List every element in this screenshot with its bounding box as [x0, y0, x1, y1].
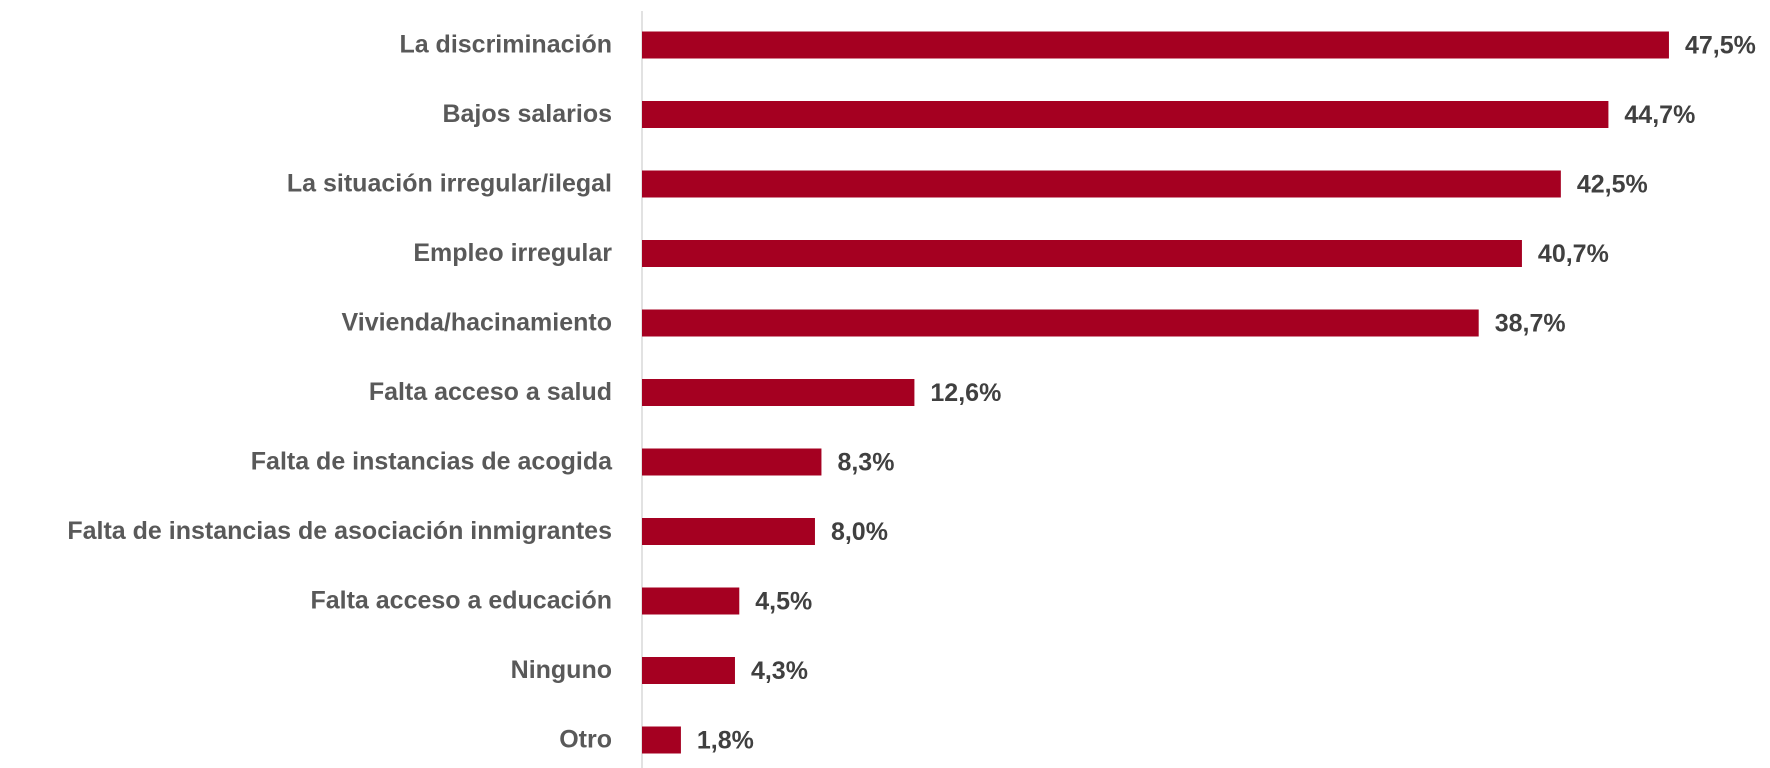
bar	[642, 726, 681, 754]
category-label: Falta acceso a salud	[369, 378, 612, 406]
bar	[642, 657, 735, 684]
category-label: Falta acceso a educación	[310, 587, 612, 615]
data-label: 47,5%	[1685, 32, 1756, 60]
data-label: 4,3%	[751, 657, 808, 685]
category-label: Ninguno	[511, 656, 612, 684]
category-label: Falta de instancias de asociación inmigr…	[67, 517, 612, 545]
data-label: 38,7%	[1495, 310, 1566, 338]
bar	[642, 101, 1609, 128]
bar	[642, 518, 815, 545]
bar	[642, 309, 1479, 337]
category-label: Vivienda/hacinamiento	[342, 309, 612, 337]
category-label: Otro	[559, 726, 612, 754]
category-label: Falta de instancias de acogida	[251, 448, 613, 476]
data-label: 4,5%	[755, 588, 812, 616]
category-label: Empleo irregular	[413, 239, 612, 267]
bar	[642, 170, 1561, 198]
data-label: 8,0%	[831, 518, 888, 546]
category-label: La discriminación	[399, 31, 612, 59]
bar	[642, 31, 1669, 59]
category-label: Bajos salarios	[442, 100, 612, 128]
bar	[642, 379, 915, 406]
data-label: 44,7%	[1624, 101, 1695, 129]
data-label: 40,7%	[1538, 240, 1609, 268]
bar	[642, 587, 740, 615]
category-label: La situación irregular/ilegal	[287, 170, 612, 198]
data-label: 8,3%	[837, 449, 894, 477]
data-label: 42,5%	[1577, 171, 1648, 199]
bar	[642, 240, 1522, 267]
data-label: 1,8%	[697, 727, 754, 755]
data-label: 12,6%	[930, 379, 1001, 407]
bar	[642, 448, 822, 476]
